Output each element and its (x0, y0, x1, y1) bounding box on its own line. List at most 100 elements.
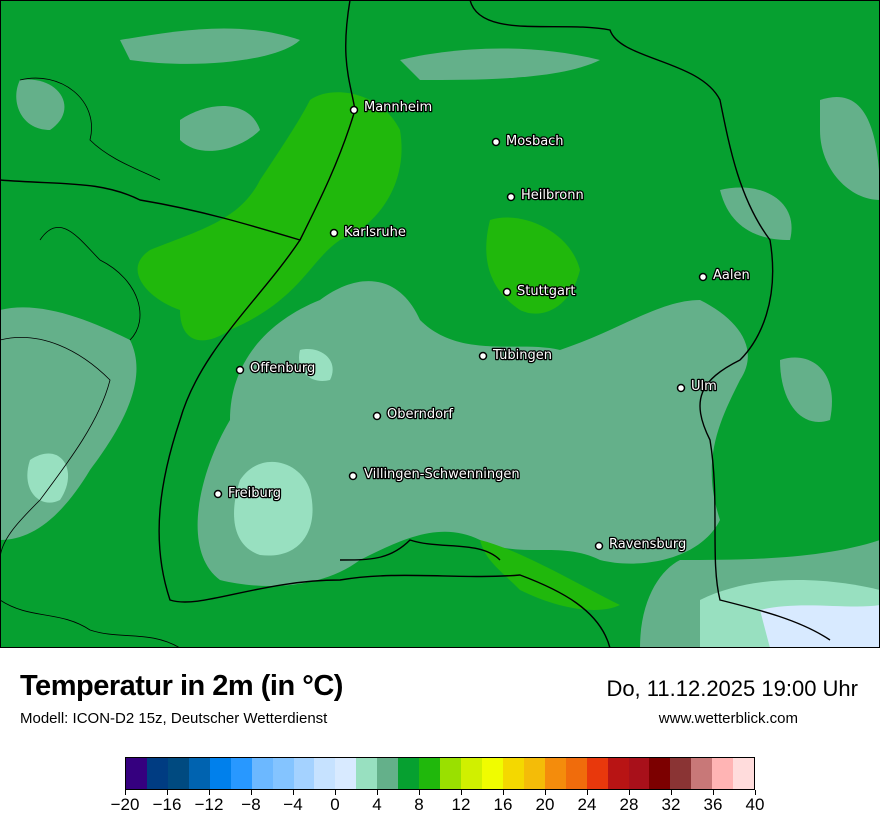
color-scale-bin (481, 758, 503, 789)
city-oberndorf[interactable]: Oberndorf (372, 406, 455, 423)
city-aalen[interactable]: Aalen (698, 267, 751, 284)
tick-mark (334, 790, 336, 795)
color-scale-bin (544, 758, 566, 789)
city-freiburg[interactable]: Freiburg (213, 485, 282, 502)
tick-mark (586, 790, 588, 795)
color-scale-bin (293, 758, 315, 789)
color-scale-bin (419, 758, 441, 789)
svg-text:Heilbronn: Heilbronn (521, 188, 584, 203)
tick-mark (292, 790, 294, 795)
tick-mark (418, 790, 420, 795)
tick-label: 40 (745, 795, 765, 814)
minor-borders (0, 77, 181, 648)
svg-text:Freiburg: Freiburg (228, 486, 281, 501)
city-markers: Mannheim Mosbach Heilbronn Karlsruhe Aal… (213, 99, 751, 553)
temperature-map: Mannheim Mosbach Heilbronn Karlsruhe Aal… (0, 0, 880, 648)
forecast-datetime: Do, 11.12.2025 19:00 Uhr (606, 676, 858, 701)
svg-text:Villingen-Schwenningen: Villingen-Schwenningen (364, 467, 520, 482)
color-scale-bin (461, 758, 482, 789)
tick-mark (754, 790, 756, 795)
tick-label: 28 (619, 795, 639, 814)
model-source: Modell: ICON-D2 15z, Deutscher Wetterdie… (20, 710, 328, 727)
tick-mark (250, 790, 252, 795)
svg-text:Tübingen: Tübingen (492, 348, 552, 363)
tick-label: 8 (414, 795, 424, 814)
color-scale-bin (691, 758, 713, 789)
svg-text:Ulm: Ulm (691, 379, 717, 394)
color-scale-bin (649, 758, 671, 789)
city-offenburg[interactable]: Offenburg (235, 360, 317, 377)
color-scale-bin (314, 758, 336, 789)
color-scale-bin (251, 758, 273, 789)
website-link[interactable]: www.wetterblick.com (658, 710, 798, 727)
map-base-6-8c (0, 0, 880, 648)
color-scale-bar (125, 757, 755, 790)
map-title: Temperatur in 2m (in °C) (20, 670, 343, 702)
city-stuttgart[interactable]: Stuttgart (502, 283, 577, 300)
tick-label: −20 (110, 795, 140, 814)
tick-mark (460, 790, 462, 795)
color-scale-bin (440, 758, 461, 789)
tick-mark (502, 790, 504, 795)
tick-label: 20 (535, 795, 555, 814)
tick-label: −8 (241, 795, 261, 814)
tick-mark (124, 790, 126, 795)
svg-text:Mannheim: Mannheim (364, 100, 432, 115)
temp-0-2c-area (760, 605, 880, 648)
color-scale-ticks: −20 −16 −12 −8 −4 0 4 8 12 16 20 24 28 32 36 40 (111, 790, 764, 820)
city-mosbach[interactable]: Mosbach (491, 133, 565, 150)
color-scale-bin (565, 758, 587, 789)
color-scale-bin (377, 758, 399, 789)
color-scale-bin (607, 758, 629, 789)
tick-label: 32 (661, 795, 681, 814)
tick-mark (712, 790, 714, 795)
tick-label: −12 (194, 795, 224, 814)
color-scale-bin (586, 758, 608, 789)
svg-text:Stuttgart: Stuttgart (517, 284, 575, 299)
tick-mark (166, 790, 168, 795)
color-scale-bin (230, 758, 252, 789)
svg-text:Mosbach: Mosbach (506, 134, 564, 149)
color-scale-bin (523, 758, 545, 789)
color-scale-bin (502, 758, 524, 789)
svg-text:Ravensburg: Ravensburg (609, 537, 686, 552)
color-scale-bin (733, 758, 755, 789)
tick-label: 24 (577, 795, 597, 814)
color-scale-bin (167, 758, 189, 789)
city-karlsruhe[interactable]: Karlsruhe (329, 224, 407, 241)
city-heilbronn[interactable]: Heilbronn (506, 187, 585, 204)
color-scale-bin (628, 758, 650, 789)
svg-text:Offenburg: Offenburg (250, 361, 315, 376)
tick-mark (376, 790, 378, 795)
tick-mark (670, 790, 672, 795)
tick-label: 16 (493, 795, 513, 814)
svg-text:Karlsruhe: Karlsruhe (344, 225, 406, 240)
tick-mark (208, 790, 210, 795)
tick-label: 4 (372, 795, 382, 814)
tick-label: 12 (451, 795, 471, 814)
color-scale-bin (356, 758, 378, 789)
svg-text:Oberndorf: Oberndorf (387, 407, 453, 422)
color-scale-bin (712, 758, 734, 789)
tick-label: −4 (283, 795, 303, 814)
city-mannheim[interactable]: Mannheim (349, 99, 433, 116)
tick-mark (628, 790, 630, 795)
svg-text:Aalen: Aalen (713, 268, 750, 283)
color-scale-bin (188, 758, 210, 789)
color-scale-bin (398, 758, 420, 789)
tick-label: 36 (703, 795, 723, 814)
color-scale-bin (335, 758, 357, 789)
color-scale-bin (209, 758, 231, 789)
city-ravensburg[interactable]: Ravensburg (594, 536, 688, 553)
city-ulm[interactable]: Ulm (676, 378, 718, 395)
color-scale-bin (146, 758, 168, 789)
borders (0, 0, 831, 648)
color-scale-bin (670, 758, 692, 789)
city-villingen-schwenningen[interactable]: Villingen-Schwenningen (348, 466, 521, 483)
tick-mark (544, 790, 546, 795)
color-scale-bin (272, 758, 294, 789)
tick-label: 0 (330, 795, 340, 814)
city-tuebingen[interactable]: Tübingen (478, 347, 553, 364)
color-scale-bin (126, 758, 147, 789)
